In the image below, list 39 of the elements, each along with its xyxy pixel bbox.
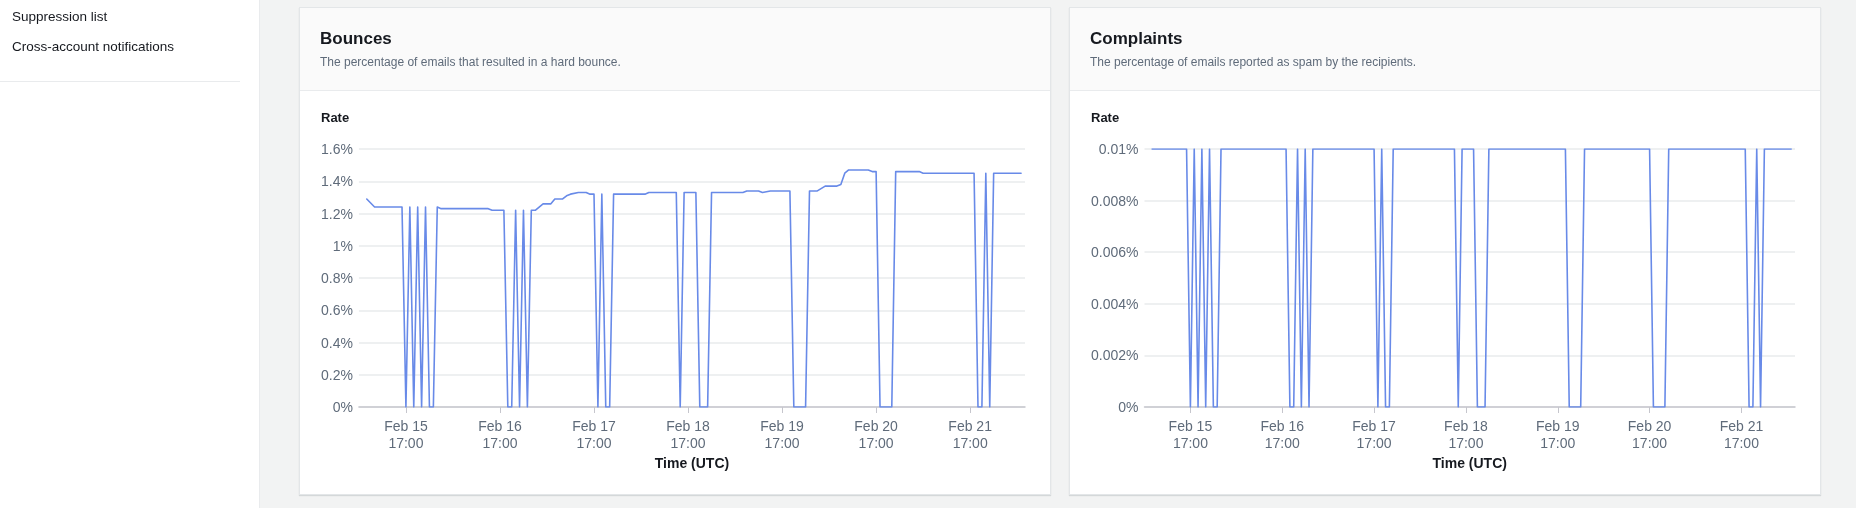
x-tick-label: Feb 16 17:00: [478, 417, 522, 451]
x-tick-label: Feb 17 17:00: [1352, 417, 1397, 451]
y-tick-label: 1.2%: [320, 205, 353, 222]
x-axis-title: Time (UTC): [654, 454, 730, 471]
x-tick-label: Feb 19 17:00: [1535, 417, 1580, 451]
y-axis-title: Rate: [1090, 110, 1120, 125]
x-tick-label: Feb 15 17:00: [384, 417, 428, 451]
text: Cross-account notifications: [12, 39, 175, 55]
x-tick-label: Feb 21 17:00: [1719, 417, 1764, 451]
y-tick-label: 0%: [332, 399, 353, 415]
y-tick-label: 0.002%: [1091, 347, 1139, 364]
x-tick-label: Feb 17 17:00: [572, 417, 616, 451]
y-axis-title: Rate: [320, 110, 350, 125]
y-tick-label: 0.008%: [1091, 192, 1139, 209]
x-tick-label: Feb 15 17:00: [1168, 417, 1213, 451]
chart-subtitle: The percentage of emails reported as spam by the recipients.: [1090, 55, 1417, 69]
y-tick-label: 0.006%: [1091, 244, 1139, 261]
x-tick-label: Feb 20 17:00: [1627, 417, 1672, 451]
x-tick-label: Feb 16 17:00: [1260, 417, 1305, 451]
text: Suppression list: [12, 9, 108, 25]
y-tick-label: 0.004%: [1091, 295, 1139, 312]
y-tick-label: 0%: [1118, 399, 1139, 415]
chart-title: Complaints: [1090, 29, 1183, 49]
x-tick-label: Feb 18 17:00: [666, 417, 711, 451]
x-tick-label: Feb 20 17:00: [854, 417, 899, 451]
y-tick-label: 0.01%: [1098, 141, 1139, 157]
y-tick-label: 1%: [332, 237, 353, 254]
x-axis-title: Time (UTC): [1432, 454, 1507, 471]
y-tick-label: 0.6%: [320, 302, 353, 319]
x-tick-label: Feb 21 17:00: [948, 417, 993, 451]
y-tick-label: 1.4%: [320, 173, 353, 190]
chart-title: Bounces: [320, 29, 392, 49]
y-tick-label: 0.8%: [320, 270, 353, 286]
x-tick-label: Feb 18 17:00: [1444, 417, 1488, 451]
y-tick-label: 0.2%: [320, 366, 353, 383]
y-tick-label: 1.6%: [320, 141, 353, 157]
y-tick-label: 0.4%: [320, 334, 353, 351]
chart-subtitle: The percentage of emails that resulted in a hard bounce.: [320, 55, 621, 69]
x-tick-label: Feb 19 17:00: [760, 417, 805, 451]
